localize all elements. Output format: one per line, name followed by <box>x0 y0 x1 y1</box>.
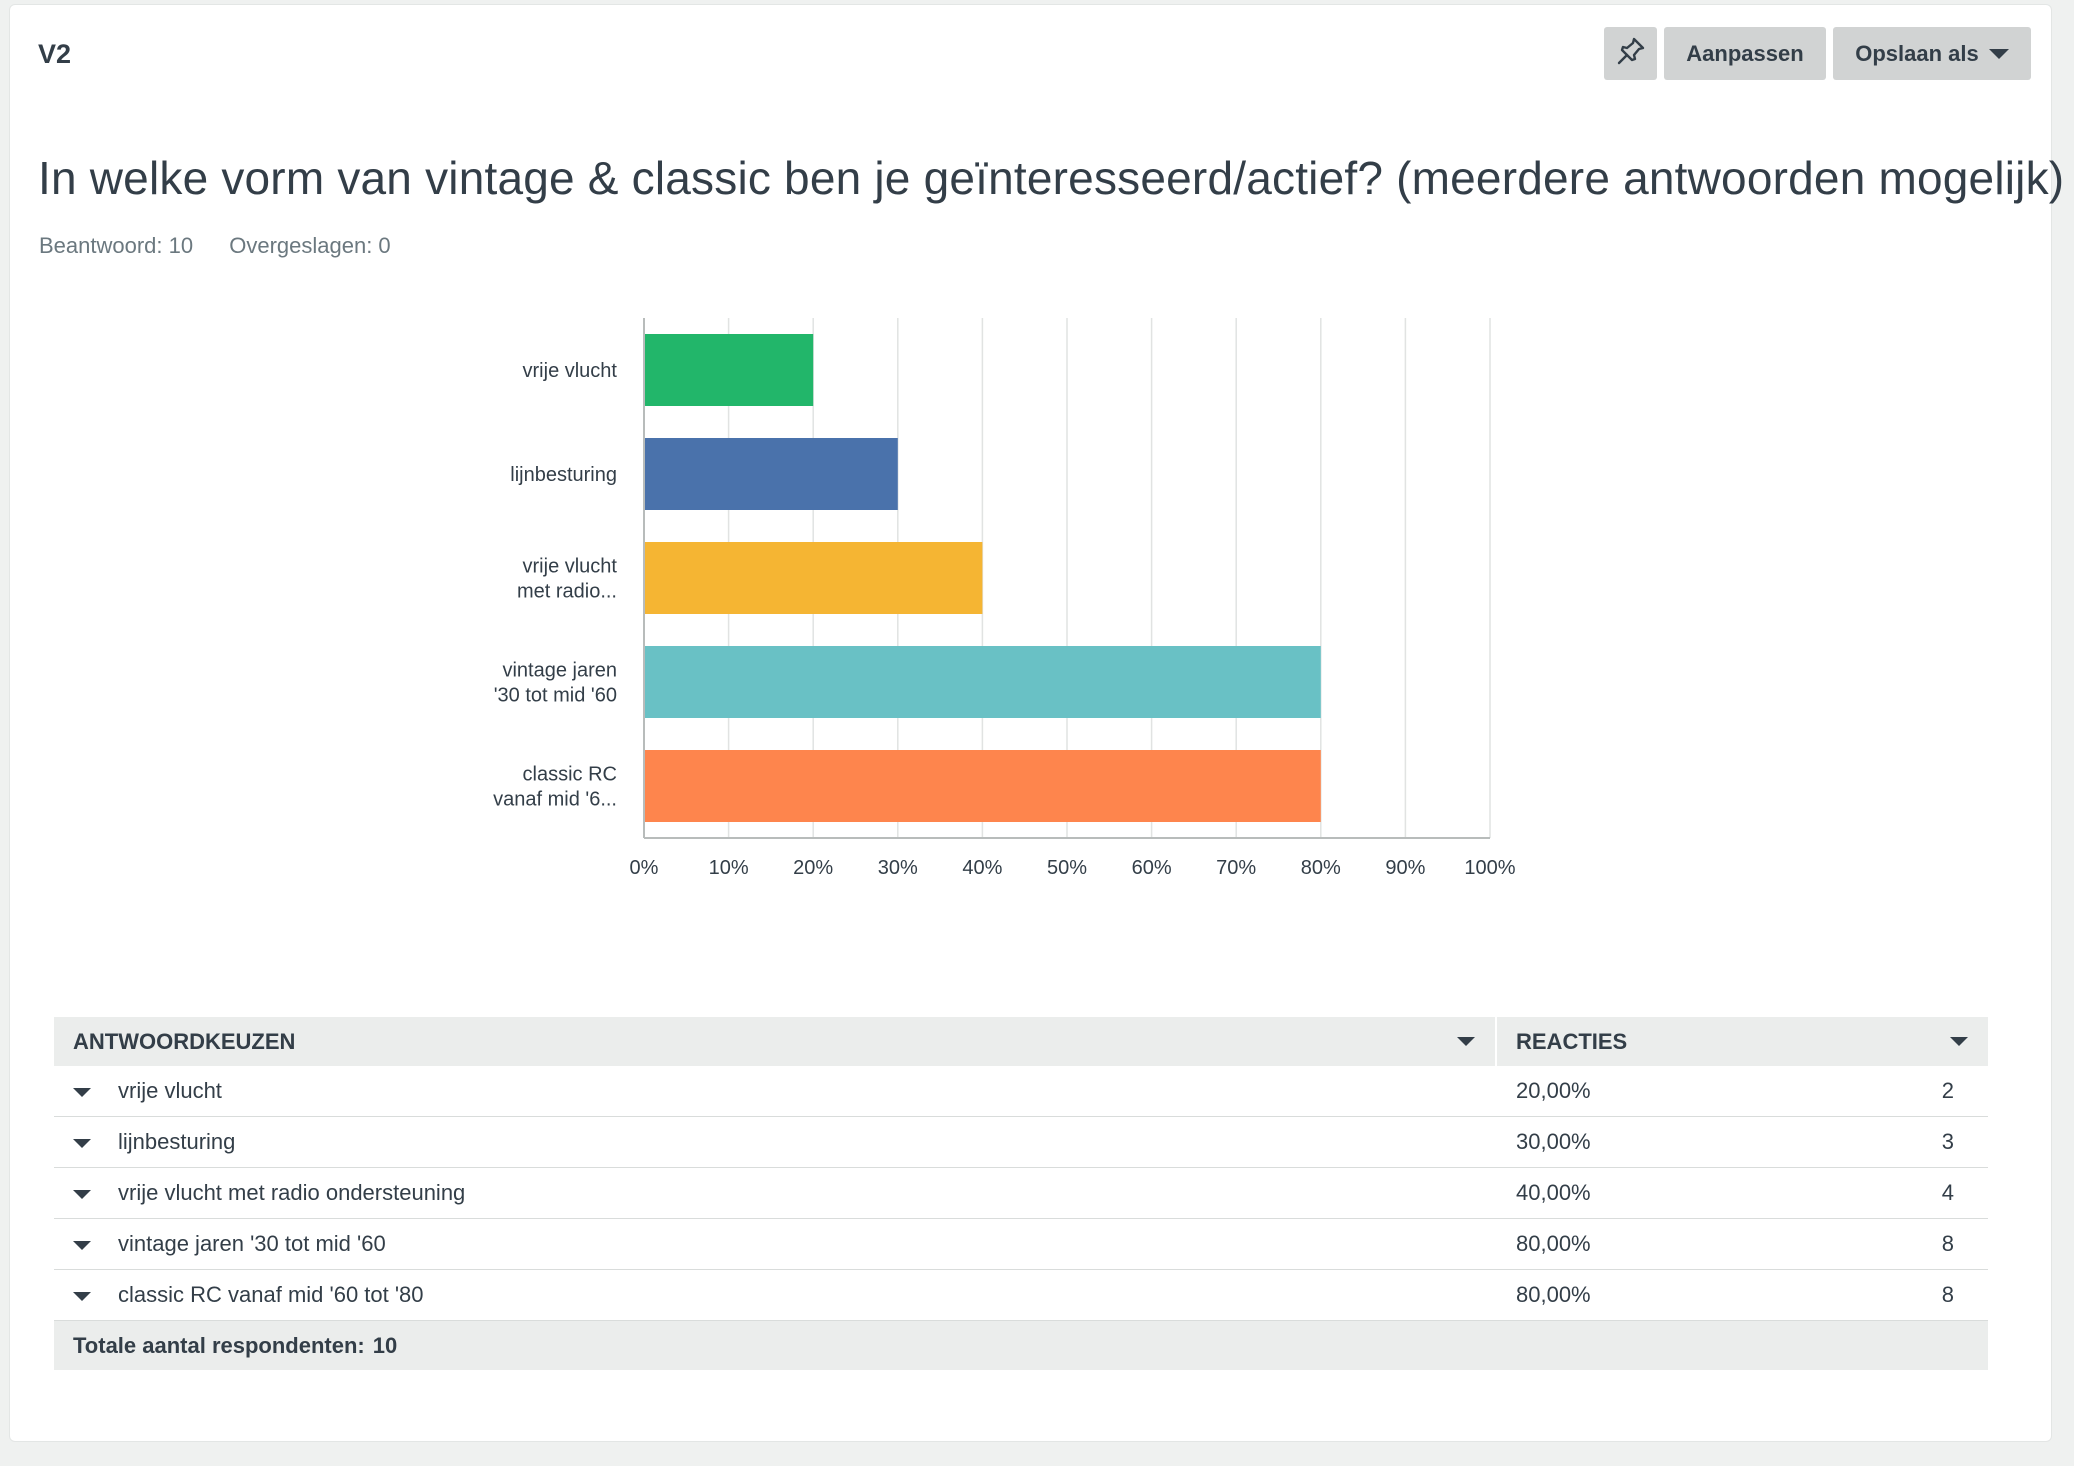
response-stats: Beantwoord: 10 Overgeslagen: 0 <box>39 233 421 259</box>
responses-header-label: REACTIES <box>1516 1028 1628 1054</box>
table-row: vrije vlucht met radio ondersteuning 40,… <box>54 1168 1988 1219</box>
responses-column-header[interactable]: REACTIES <box>1497 1017 1988 1066</box>
row-percent: 40,00% <box>1516 1180 1591 1205</box>
expand-caret-icon[interactable] <box>73 1292 91 1301</box>
expand-caret-icon[interactable] <box>73 1088 91 1097</box>
row-percent: 80,00% <box>1516 1231 1591 1256</box>
bar[interactable] <box>645 542 983 614</box>
x-tick-label: 40% <box>962 857 1002 879</box>
x-tick-label: 20% <box>793 857 833 879</box>
x-tick-label: 30% <box>878 857 918 879</box>
x-tick-label: 80% <box>1301 857 1341 879</box>
row-label: vrije vlucht <box>118 1078 222 1103</box>
table-header: ANTWOORDKEUZEN REACTIES <box>54 1017 1988 1066</box>
bar[interactable] <box>645 750 1321 822</box>
customize-button[interactable]: Aanpassen <box>1664 27 1826 80</box>
table-row: vintage jaren '30 tot mid '60 80,00% 8 <box>54 1219 1988 1270</box>
x-tick-label: 100% <box>1464 857 1515 879</box>
category-label: vrije vlucht <box>523 360 618 382</box>
row-count: 8 <box>1941 1231 1954 1256</box>
category-label: vintage jaren '30 tot mid '60 <box>494 660 617 707</box>
category-label: lijnbesturing <box>510 464 617 486</box>
total-respondents-value: 10 <box>372 1332 398 1358</box>
bar[interactable] <box>645 646 1321 718</box>
bar[interactable] <box>645 334 814 406</box>
row-count: 8 <box>1941 1282 1954 1307</box>
toolbar: Aanpassen Opslaan als <box>1604 27 2031 80</box>
table-row: lijnbesturing 30,00% 3 <box>54 1117 1988 1168</box>
row-label: lijnbesturing <box>118 1129 236 1154</box>
pin-button[interactable] <box>1604 27 1657 80</box>
category-label: vrije vlucht met radio... <box>517 556 617 603</box>
row-label: vintage jaren '30 tot mid '60 <box>118 1231 386 1256</box>
row-percent: 30,00% <box>1516 1129 1591 1154</box>
chevron-down-icon <box>1988 48 2009 59</box>
pin-icon <box>1616 36 1646 72</box>
x-tick-label: 90% <box>1385 857 1425 879</box>
table-footer: Totale aantal respondenten: 10 <box>54 1321 1988 1370</box>
row-percent: 20,00% <box>1516 1078 1591 1103</box>
results-table: ANTWOORDKEUZEN REACTIES vrije vlucht 20,… <box>54 1017 1988 1370</box>
save-as-button[interactable]: Opslaan als <box>1833 27 2031 80</box>
save-as-label: Opslaan als <box>1855 40 1979 66</box>
x-tick-label: 50% <box>1047 857 1087 879</box>
question-title: In welke vorm van vintage & classic ben … <box>38 152 2065 204</box>
x-tick-label: 10% <box>709 857 749 879</box>
skipped-count: Overgeslagen: 0 <box>229 233 391 258</box>
category-label: classic RC vanaf mid '6... <box>493 764 617 811</box>
bar[interactable] <box>645 438 898 510</box>
row-label: vrije vlucht met radio ondersteuning <box>118 1180 466 1205</box>
question-id: V2 <box>38 39 72 69</box>
expand-caret-icon[interactable] <box>73 1139 91 1148</box>
x-tick-label: 0% <box>630 857 659 879</box>
choice-column-header[interactable]: ANTWOORDKEUZEN <box>54 1017 1497 1066</box>
x-tick-label: 70% <box>1216 857 1256 879</box>
row-label: classic RC vanaf mid '60 tot '80 <box>118 1282 424 1307</box>
expand-caret-icon[interactable] <box>73 1241 91 1250</box>
row-count: 2 <box>1941 1078 1954 1103</box>
answered-count: Beantwoord: 10 <box>39 233 194 258</box>
sort-caret-icon[interactable] <box>1457 1037 1475 1046</box>
table-row: vrije vlucht 20,00% 2 <box>54 1066 1988 1117</box>
total-respondents-label: Totale aantal respondenten: <box>73 1332 365 1358</box>
x-tick-label: 60% <box>1132 857 1172 879</box>
row-percent: 80,00% <box>1516 1282 1591 1307</box>
row-count: 4 <box>1941 1180 1954 1205</box>
row-count: 3 <box>1941 1129 1954 1154</box>
table-row: classic RC vanaf mid '60 tot '80 80,00% … <box>54 1270 1988 1321</box>
question-card: V2 Aanpassen Opslaan als In welke vorm v… <box>9 4 2064 1442</box>
choice-header-label: ANTWOORDKEUZEN <box>73 1028 296 1054</box>
sort-caret-icon[interactable] <box>1950 1037 1968 1046</box>
expand-caret-icon[interactable] <box>73 1190 91 1199</box>
